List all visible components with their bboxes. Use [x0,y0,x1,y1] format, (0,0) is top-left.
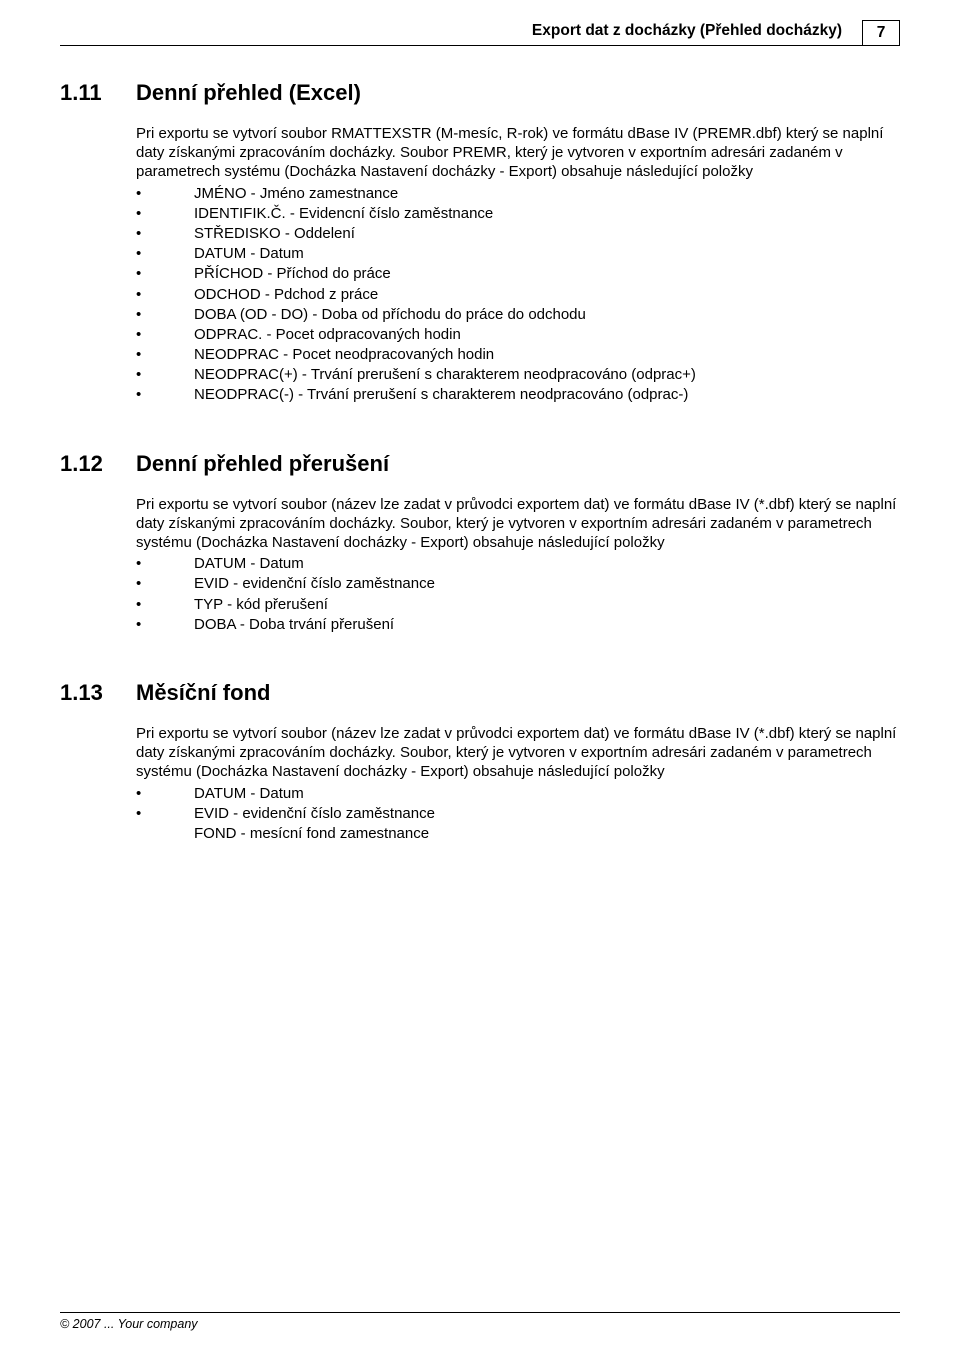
section-body: Pri exportu se vytvorí soubor RMATTEXSTR… [136,124,900,405]
section-body: Pri exportu se vytvorí soubor (název lze… [136,495,900,634]
section-title: Měsíční fond [136,680,270,706]
section-head: 1.13 Měsíční fond [60,680,900,706]
footer-text: © 2007 ... Your company [60,1317,198,1331]
header-title: Export dat z docházky (Přehled docházky) [532,22,842,40]
section-title: Denní přehled (Excel) [136,80,361,106]
list-item: DATUM - Datum [136,784,900,803]
section: 1.13 Měsíční fond Pri exportu se vytvorí s… [60,680,900,843]
list-item: NEODPRAC(+) - Trvání prerušení s charakt… [136,365,900,384]
section-intro: Pri exportu se vytvorí soubor (název lze… [136,724,900,782]
page-header: Export dat z docházky (Přehled docházky)… [60,20,900,46]
list-item: DOBA (OD - DO) - Doba od příchodu do prá… [136,305,900,324]
section: 1.12 Denní přehled přerušení Pri exportu s… [60,451,900,634]
list-item: ODPRAC. - Pocet odpracovaných hodin [136,325,900,344]
list-item: DATUM - Datum [136,554,900,573]
sections-container: 1.11 Denní přehled (Excel) Pri exportu se … [60,80,900,843]
list-item: DOBA - Doba trvání přerušení [136,615,900,634]
bullet-list: DATUM - DatumEVID - evidenční číslo zamě… [136,554,900,634]
section-number: 1.12 [60,451,112,477]
bullet-list: DATUM - DatumEVID - evidenční číslo zamě… [136,784,900,844]
list-item: FOND - mesícní fond zamestnance [136,824,900,843]
section-head: 1.11 Denní přehled (Excel) [60,80,900,106]
section: 1.11 Denní přehled (Excel) Pri exportu se … [60,80,900,405]
section-number: 1.11 [60,80,112,106]
list-item: NEODPRAC - Pocet neodpracovaných hodin [136,345,900,364]
page-number: 7 [862,20,900,46]
list-item: EVID - evidenční číslo zaměstnance [136,574,900,593]
section-title: Denní přehled přerušení [136,451,389,477]
section-body: Pri exportu se vytvorí soubor (název lze… [136,724,900,843]
list-item: PŘÍCHOD - Příchod do práce [136,264,900,283]
section-intro: Pri exportu se vytvorí soubor RMATTEXSTR… [136,124,900,182]
section-intro: Pri exportu se vytvorí soubor (název lze… [136,495,900,553]
list-item: TYP - kód přerušení [136,595,900,614]
list-item: NEODPRAC(-) - Trvání prerušení s charakt… [136,385,900,404]
list-item: STŘEDISKO - Oddelení [136,224,900,243]
bullet-list: JMÉNO - Jméno zamestnanceIDENTIFIK.Č. - … [136,184,900,405]
list-item: ODCHOD - Pdchod z práce [136,285,900,304]
page: Export dat z docházky (Přehled docházky)… [0,0,960,1357]
list-item: EVID - evidenční číslo zaměstnance [136,804,900,823]
list-item: IDENTIFIK.Č. - Evidencní číslo zaměstnan… [136,204,900,223]
section-head: 1.12 Denní přehled přerušení [60,451,900,477]
section-number: 1.13 [60,680,112,706]
list-item: JMÉNO - Jméno zamestnance [136,184,900,203]
page-footer: © 2007 ... Your company [60,1312,900,1331]
list-item: DATUM - Datum [136,244,900,263]
